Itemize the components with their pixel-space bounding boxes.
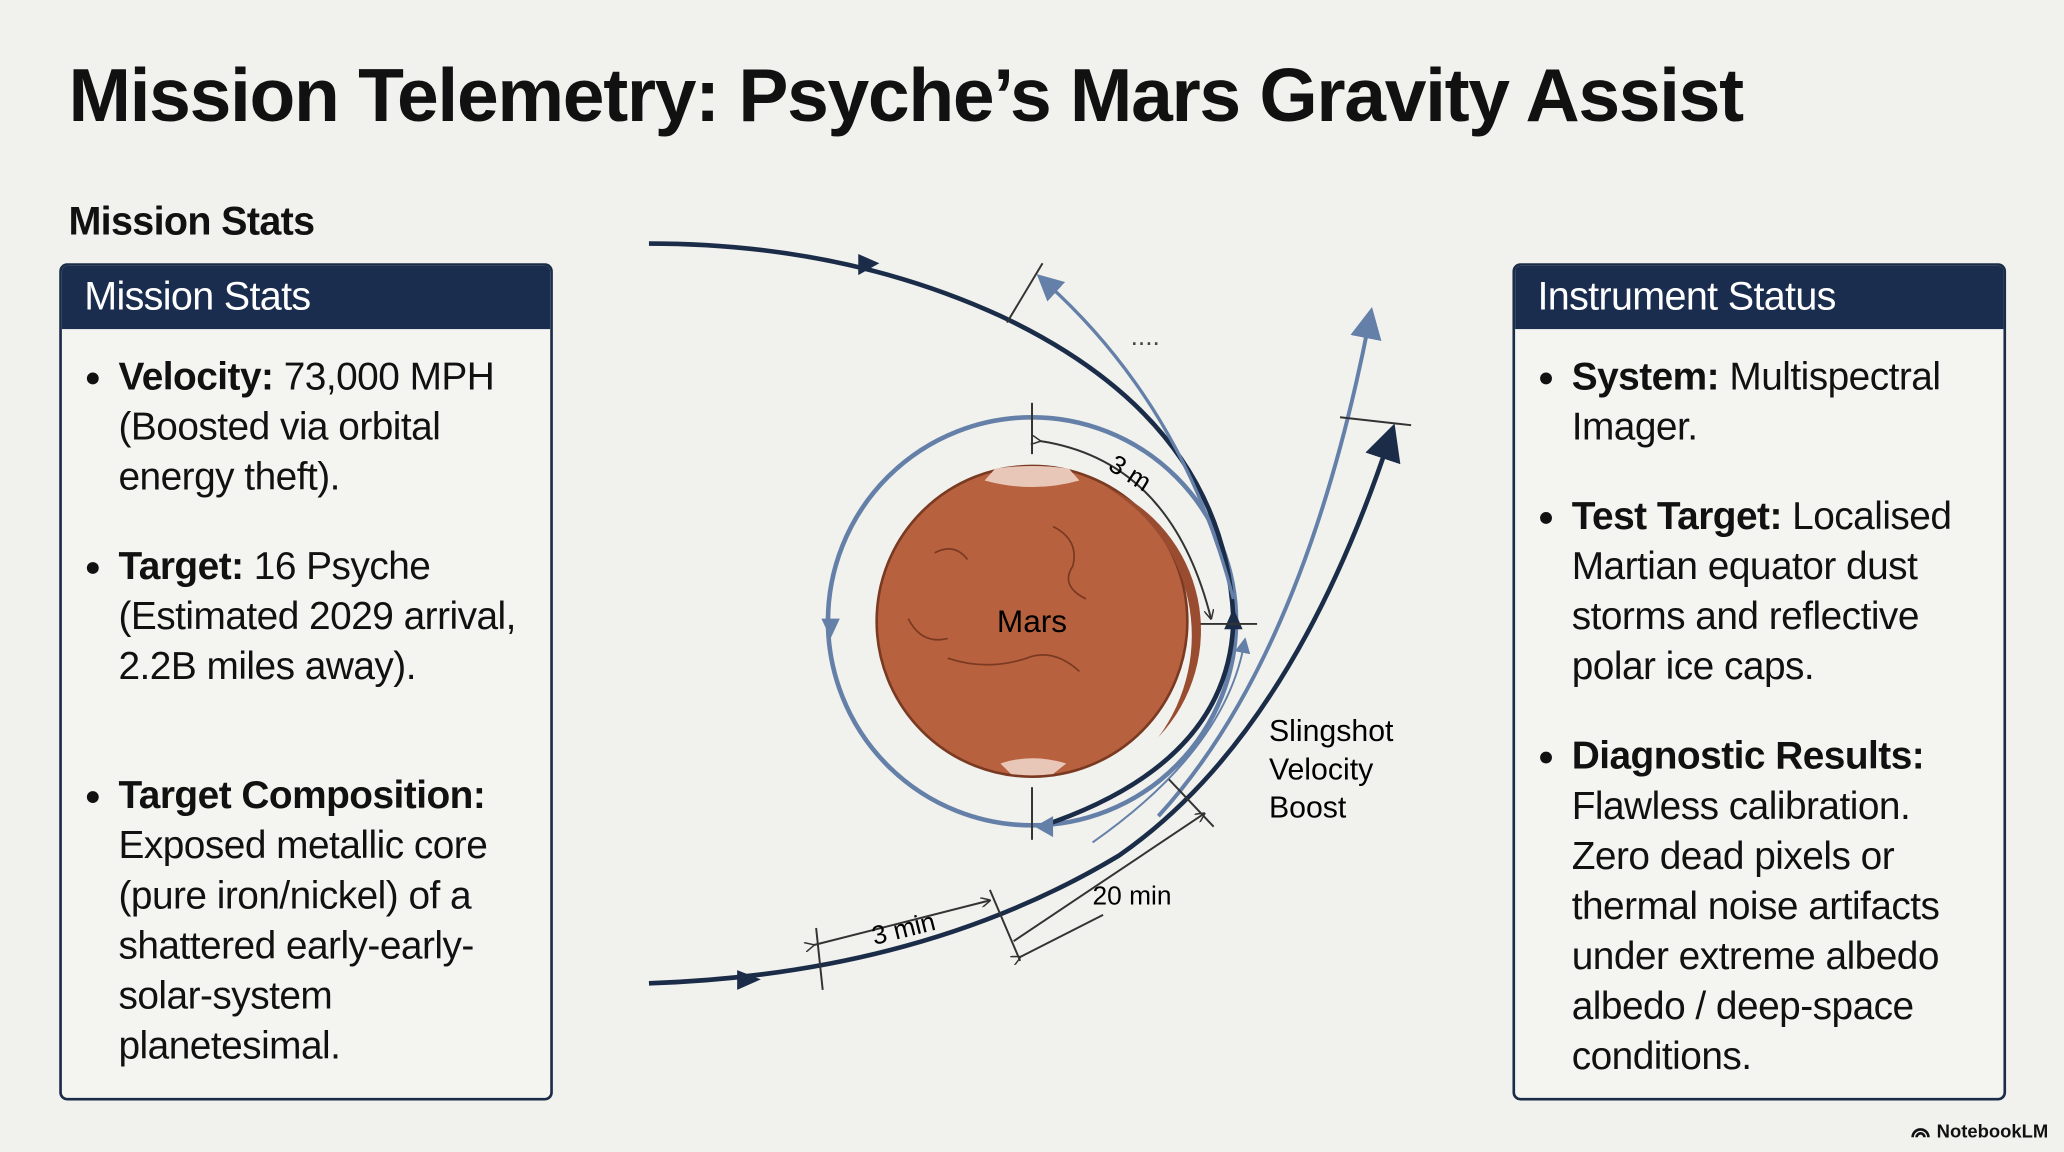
left-panel: Mission Stats Velocity: 73,000 MPH (Boos… xyxy=(59,263,553,1101)
inner-path xyxy=(1091,637,1251,844)
planet-label: Mars xyxy=(997,603,1067,639)
item: Target Composition: Exposed metallic cor… xyxy=(118,771,539,1071)
list: System: Multispectral Imager. Test Targe… xyxy=(1515,329,2003,1082)
dimension-lines xyxy=(813,262,1412,990)
arrow xyxy=(1034,816,1054,838)
arrow xyxy=(1224,608,1243,630)
outgoing-trajectory xyxy=(648,423,1401,986)
footer: NotebookLM xyxy=(1910,1120,2048,1141)
label: Target: xyxy=(118,544,244,589)
label: Diagnostic Results: xyxy=(1571,734,1925,778)
item: Test Target: Localised Martian equator d… xyxy=(1572,492,1993,692)
text: Localised Martian equator dust storms an… xyxy=(1571,494,1952,689)
panel-title: Mission Stats xyxy=(61,265,551,330)
text: Exposed metallic core (pure iron/nickel)… xyxy=(118,824,488,1068)
text: Flawless calibration. Zero dead pixels o… xyxy=(1571,784,1940,1079)
label: Target Composition: xyxy=(118,774,486,818)
right-panel: Instrument Status System: Multispectral … xyxy=(1512,263,2007,1101)
boost-label: Boost xyxy=(1269,791,1347,824)
polar-cap xyxy=(1000,758,1067,776)
label: System: xyxy=(1571,355,1720,399)
label: Velocity: xyxy=(118,355,274,399)
boost-label: Slingshot xyxy=(1269,715,1394,748)
item: Diagnostic Results: Flawless calibration… xyxy=(1572,732,1993,1082)
text: 16 Psyche (Estimated 2029 arrival, 2.2B … xyxy=(118,544,516,689)
title: Mission Telemetry: Psyche’s Mars Gravity… xyxy=(68,53,1744,139)
section-heading: Mission Stats xyxy=(68,200,315,244)
label: Test Target: xyxy=(1571,494,1783,539)
boost-label: Velocity xyxy=(1269,753,1374,786)
text: 73,000 MPH (Boosted via orbital energy t… xyxy=(118,355,495,499)
arrow xyxy=(737,970,761,990)
text: Multispectral Imager. xyxy=(1571,355,1941,449)
item: System: Multispectral Imager. xyxy=(1572,353,1993,453)
deflect-path xyxy=(1036,274,1235,600)
boost-path xyxy=(1156,307,1382,818)
exit-time: 20 min xyxy=(1093,880,1172,910)
ellipsis: .... xyxy=(1131,321,1160,351)
item: Velocity: 73,000 MPH (Boosted via orbita… xyxy=(118,353,539,503)
approach-time: 3 min xyxy=(869,906,939,951)
orbit-arrow xyxy=(821,618,840,639)
panel-title: Instrument Status xyxy=(1515,265,2004,330)
brand: NotebookLM xyxy=(1936,1120,2049,1142)
arrow xyxy=(858,254,880,276)
list: Velocity: 73,000 MPH (Boosted via orbita… xyxy=(62,329,550,1071)
item: Target: 16 Psyche (Estimated 2029 arriva… xyxy=(118,542,539,692)
logo xyxy=(1911,1128,1931,1138)
